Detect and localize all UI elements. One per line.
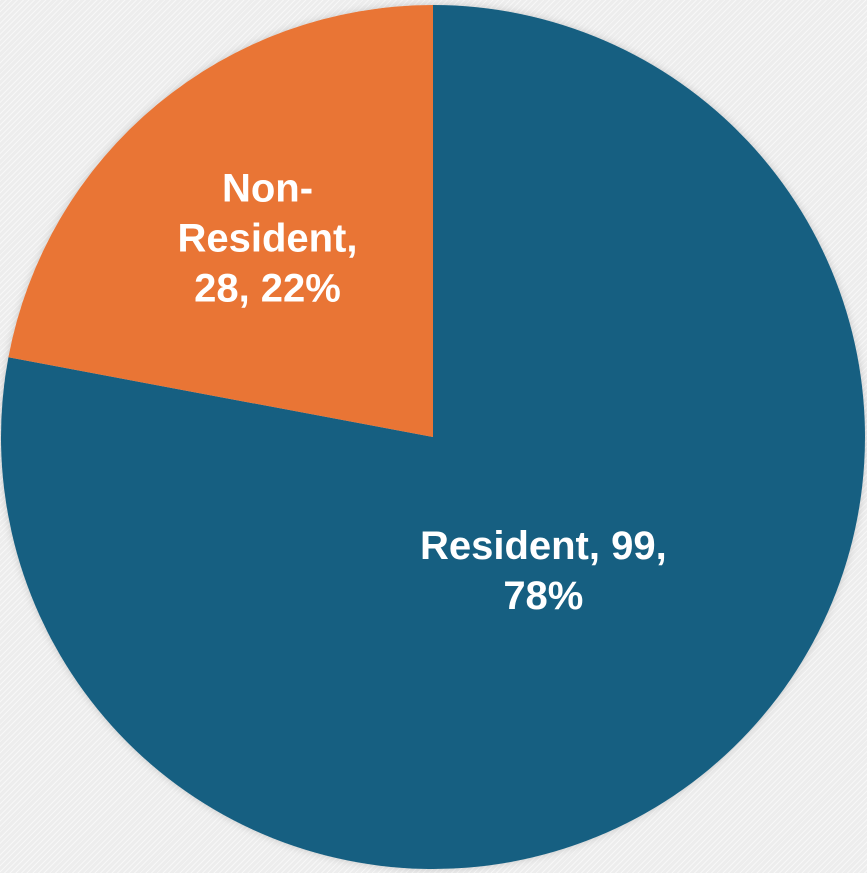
pie-slice-non-resident <box>8 4 434 438</box>
data-label-line: Non- <box>222 167 313 211</box>
data-label-resident: Resident, 99, 78% <box>420 524 667 618</box>
data-label-non-resident: Non- Resident, 28, 22% <box>177 167 357 311</box>
pie-slices <box>0 4 866 869</box>
data-label-line: Resident, 99, <box>420 524 667 568</box>
data-label-line: 28, 22% <box>194 267 341 311</box>
data-label-line: Resident, <box>177 217 357 261</box>
data-label-line: 78% <box>503 574 583 618</box>
pie-data-labels: Resident, 99, 78% Non- Resident, 28, 22% <box>177 167 666 618</box>
